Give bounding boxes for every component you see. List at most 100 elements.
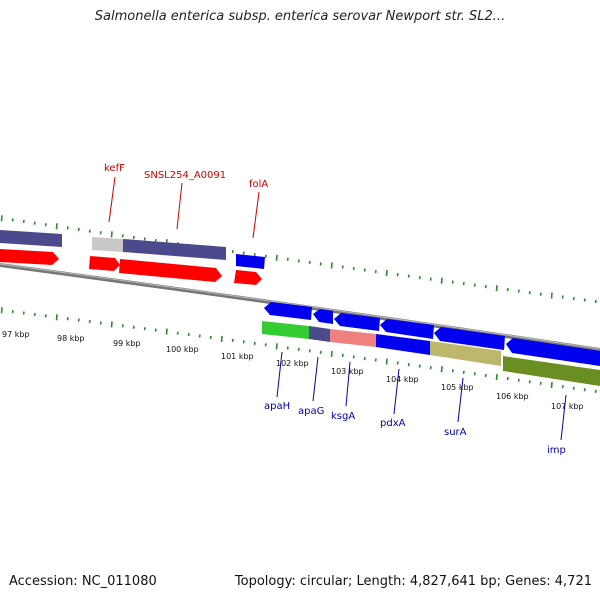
- gene-red-3[interactable]: [119, 259, 222, 282]
- gene-surA[interactable]: [430, 341, 501, 366]
- upper-tick: [319, 262, 322, 266]
- gene-blue-arrow-2[interactable]: [313, 309, 333, 324]
- lower-tick: [407, 362, 410, 367]
- lower-tick: [209, 335, 212, 340]
- upper-tick: [11, 218, 14, 222]
- lower-tick: [121, 324, 124, 328]
- kbp-label-100: 100 kbp: [166, 345, 199, 354]
- map-title: Salmonella enterica subsp. enterica sero…: [94, 9, 506, 24]
- upper-tick: [506, 288, 509, 292]
- lower-tick: [440, 366, 443, 373]
- label-apaG[interactable]: apaG: [298, 406, 324, 417]
- lower-tick: [429, 366, 432, 370]
- lower-tick: [396, 361, 399, 365]
- lower-tick: [132, 325, 135, 329]
- lower-tick: [583, 388, 586, 392]
- gene-imp[interactable]: [503, 356, 600, 386]
- gene-red-1[interactable]: [0, 249, 59, 265]
- gene-blue-arrow-6[interactable]: [506, 338, 600, 366]
- upper-tick: [77, 227, 80, 232]
- upper-tick: [462, 282, 465, 286]
- gene-blue-arrow-3[interactable]: [334, 313, 380, 331]
- label-imp[interactable]: imp: [547, 445, 566, 456]
- gene-red-4[interactable]: [234, 270, 262, 285]
- label-ksgA[interactable]: ksgA: [331, 411, 355, 422]
- upper-tick: [341, 265, 344, 269]
- genes-red-track: [0, 249, 262, 285]
- label-kefF[interactable]: kefF: [104, 163, 125, 174]
- lower-tick: [374, 358, 377, 362]
- upper-tick: [528, 290, 531, 295]
- gene-folA[interactable]: [236, 254, 265, 269]
- upper-tick: [253, 253, 256, 257]
- upper-tick: [550, 292, 553, 299]
- lower-tick: [495, 374, 498, 381]
- upper-tick: [352, 266, 355, 271]
- upper-tick: [539, 292, 542, 296]
- label-SNSL254-A0091[interactable]: SNSL254_A0091: [144, 170, 226, 181]
- kbp-label-99: 99 kbp: [113, 339, 141, 348]
- upper-tick: [121, 234, 124, 238]
- lower-tick: [143, 327, 146, 331]
- kbp-label-98: 98 kbp: [57, 334, 85, 343]
- lower-tick: [297, 347, 300, 351]
- lower-tick: [330, 350, 333, 357]
- lower-tick: [187, 332, 190, 337]
- lower-tick: [484, 373, 487, 378]
- gene-blue-arrow-4[interactable]: [380, 319, 434, 339]
- tick-row-lower: [0, 307, 597, 394]
- gene-apaG[interactable]: [309, 326, 330, 342]
- lower-tick: [22, 311, 25, 315]
- gene-labels-top: kefF SNSL254_A0091 folA: [104, 163, 268, 239]
- upper-tick: [561, 295, 564, 299]
- gene-kefF-gray[interactable]: [92, 237, 123, 252]
- genome-summary: Topology: circular; Length: 4,827,641 bp…: [234, 574, 592, 589]
- upper-tick: [88, 229, 91, 233]
- lower-tick: [165, 328, 168, 335]
- lower-tick: [264, 343, 267, 347]
- gene-blue-arrow-1[interactable]: [264, 302, 312, 320]
- label-surA[interactable]: surA: [444, 427, 467, 438]
- gene-SNSL254-A0091[interactable]: [123, 239, 226, 260]
- label-apaH[interactable]: apaH: [264, 401, 290, 412]
- lower-tick: [528, 380, 531, 384]
- upper-tick: [231, 249, 234, 254]
- upper-tick: [517, 289, 520, 293]
- lower-tick: [286, 346, 289, 350]
- upper-tick: [44, 223, 47, 227]
- upper-tick: [385, 270, 388, 277]
- upper-tick: [275, 254, 278, 261]
- label-pdxA[interactable]: pdxA: [380, 418, 406, 429]
- upper-tick: [66, 226, 69, 230]
- upper-tick: [55, 223, 58, 230]
- upper-tick: [132, 235, 135, 240]
- upper-tick: [451, 280, 454, 284]
- gene-apaH[interactable]: [262, 321, 309, 339]
- gene-ksgA[interactable]: [330, 329, 376, 347]
- kbp-label-102: 102 kbp: [276, 359, 309, 368]
- lower-tick: [231, 338, 234, 343]
- kbp-label-106: 106 kbp: [496, 392, 529, 401]
- gene-pdxA[interactable]: [376, 334, 430, 355]
- gene-red-2[interactable]: [89, 256, 120, 271]
- upper-tick: [473, 283, 476, 287]
- lower-tick: [550, 381, 553, 389]
- accession-label: Accession: NC_011080: [9, 574, 157, 589]
- upper-tick: [0, 215, 3, 222]
- upper-tick: [242, 251, 245, 255]
- gene-blue-arrow-5[interactable]: [434, 327, 505, 350]
- upper-tick: [429, 277, 432, 281]
- upper-tick: [396, 272, 399, 277]
- genome-backbone-highlight: [0, 263, 600, 350]
- upper-tick: [330, 262, 333, 269]
- upper-tick: [495, 285, 498, 292]
- lower-tick: [33, 312, 36, 317]
- lower-tick: [539, 381, 542, 386]
- genes-lower-blue-track: [264, 302, 600, 366]
- lower-tick: [473, 372, 476, 376]
- label-folA[interactable]: folA: [249, 179, 268, 190]
- upper-tick: [572, 296, 575, 301]
- upper-tick: [363, 268, 366, 272]
- lower-tick: [88, 319, 91, 324]
- gene-slate-left[interactable]: [0, 230, 62, 247]
